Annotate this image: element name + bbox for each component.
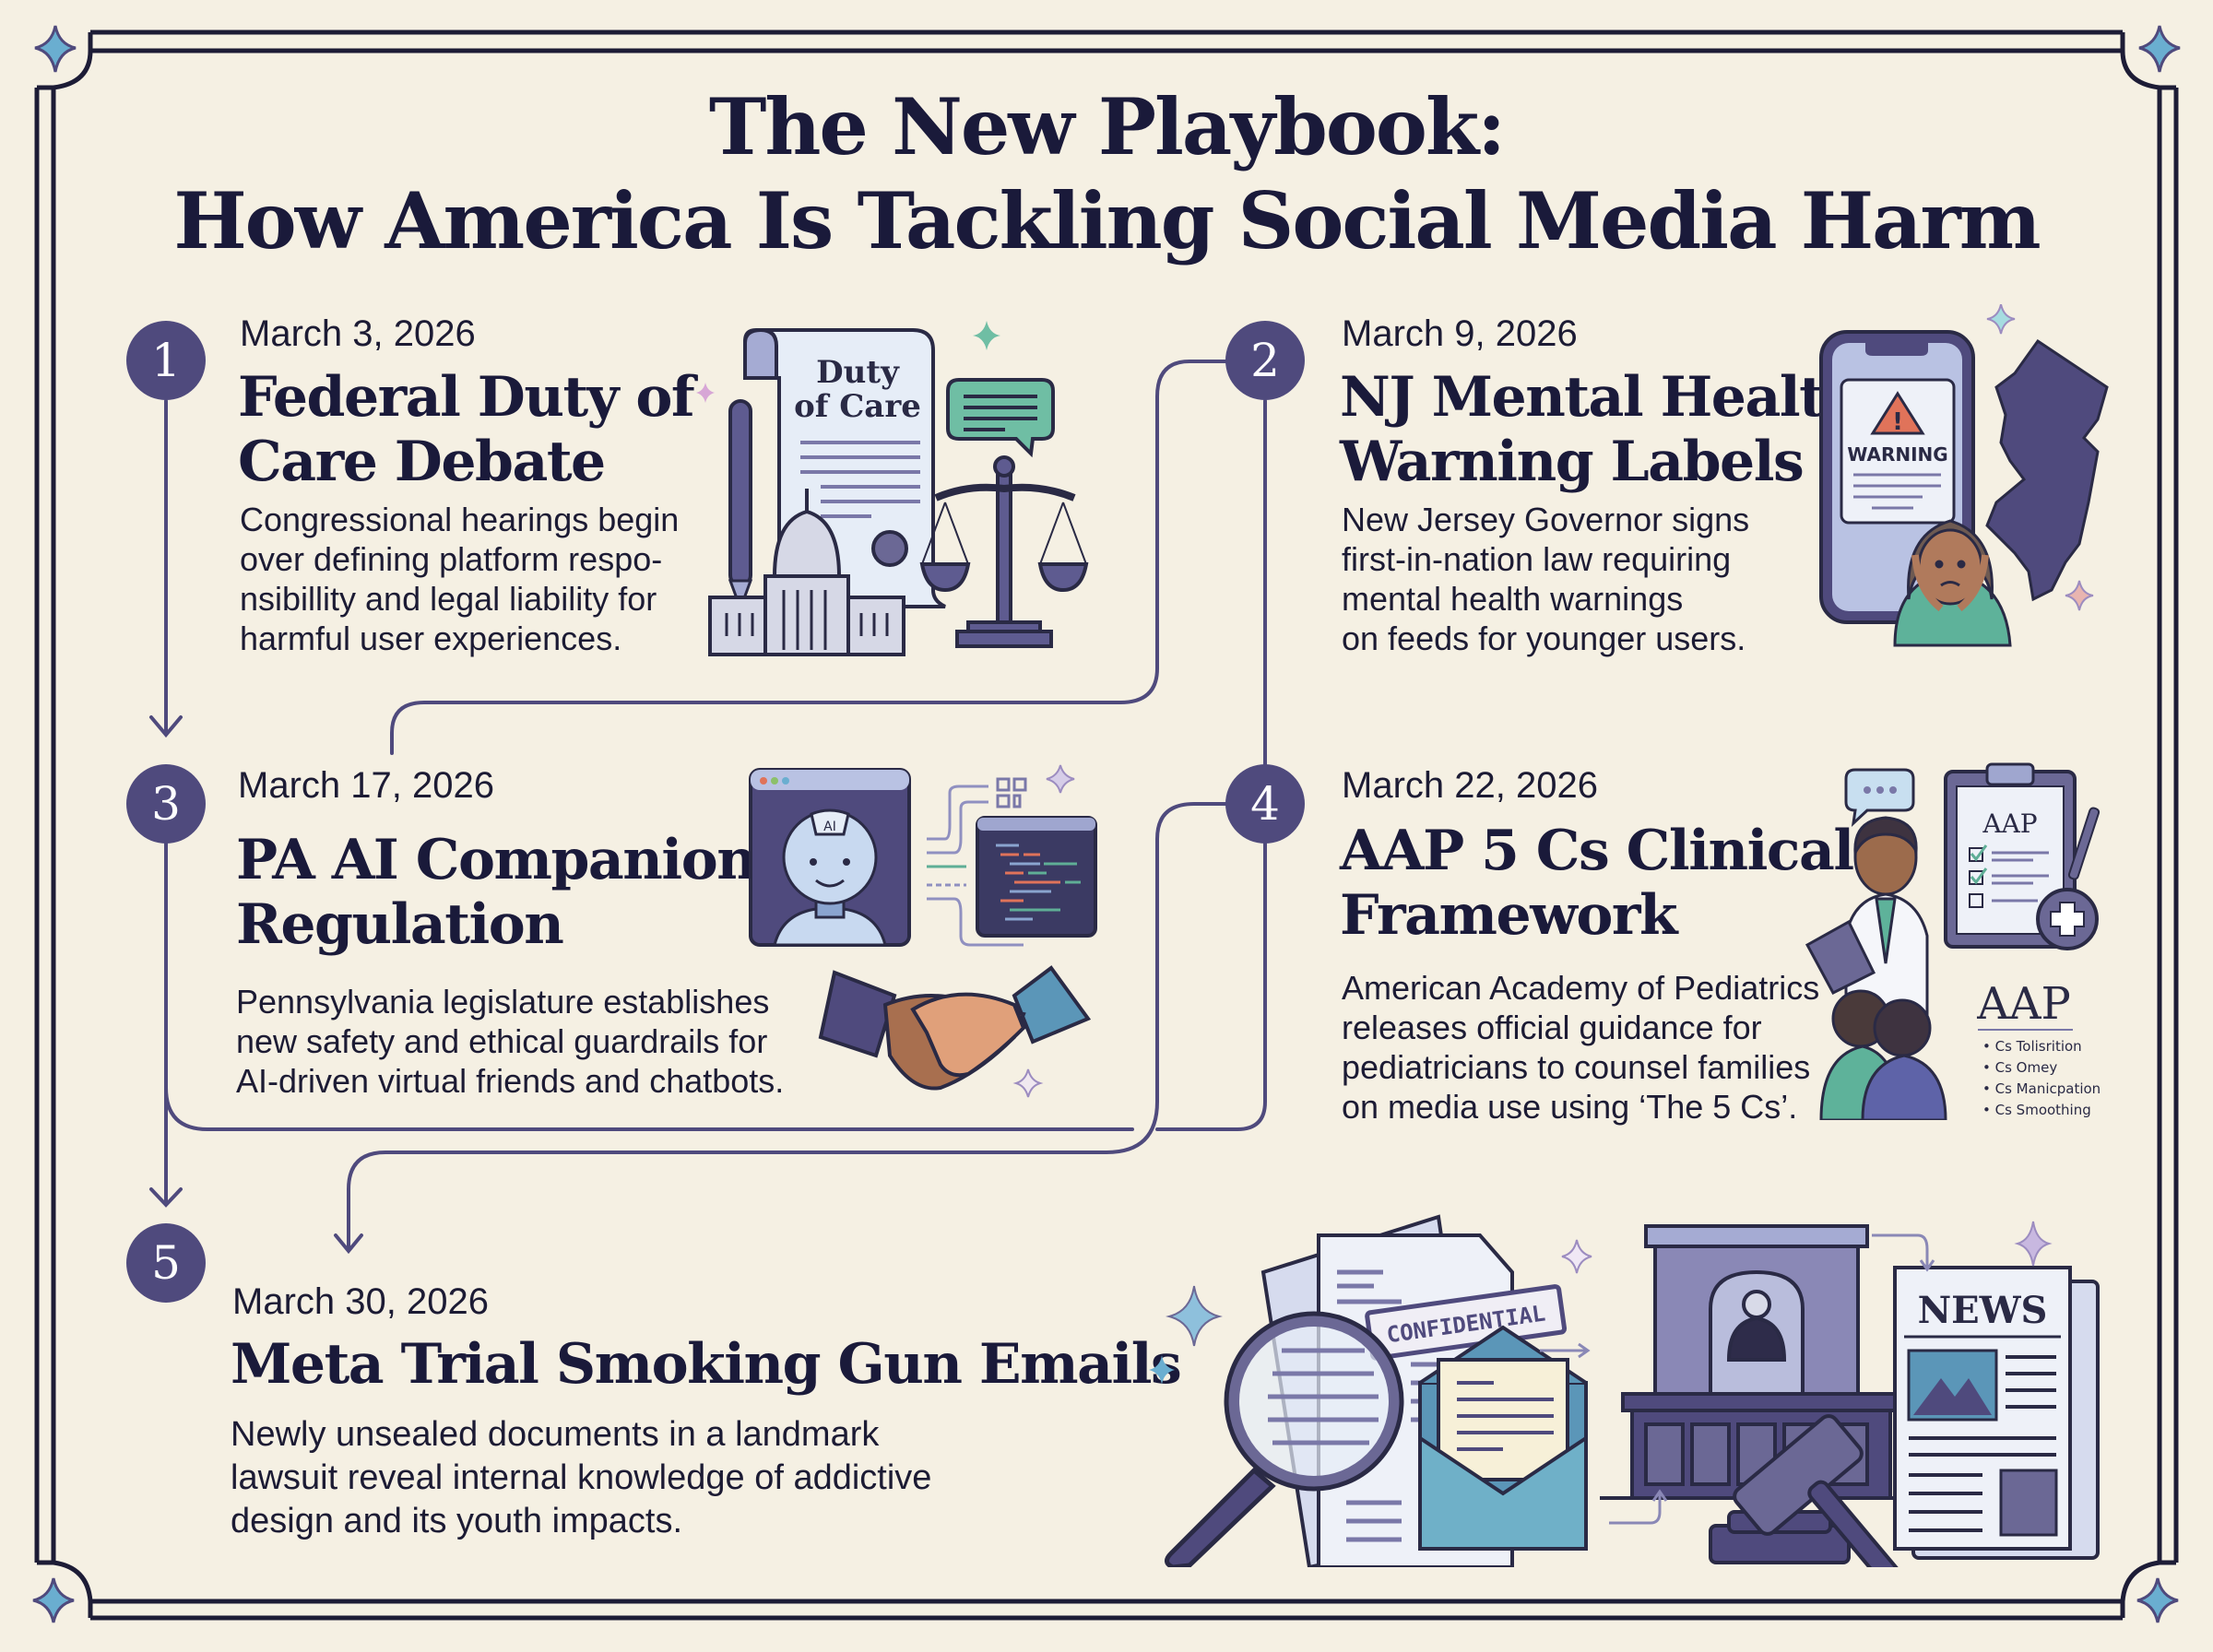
sparkle-icon <box>2014 1221 2053 1267</box>
flow-arrows <box>1540 1233 1935 1525</box>
distressed-teen-icon <box>1893 519 2012 647</box>
svg-text:NEWS: NEWS <box>1918 1289 2048 1332</box>
pen-icon <box>728 399 753 613</box>
code-window-icon <box>976 816 1097 938</box>
event-title: PA AI Companion Regulation <box>236 828 757 957</box>
sparkle-icon <box>1046 764 1075 794</box>
ai-robot-window-icon: AI <box>749 768 911 947</box>
sparkle-icon <box>696 383 715 403</box>
chat-bubble-icon <box>946 378 1055 458</box>
corner-star-icon <box>2138 25 2181 73</box>
svg-text:Duty: Duty <box>816 354 900 391</box>
sparkle-icon <box>1149 1355 1175 1385</box>
gavel-icon <box>1709 1414 1911 1567</box>
sparkle-icon <box>1166 1285 1223 1347</box>
event-date: March 22, 2026 <box>1342 765 1598 806</box>
pen-icon <box>2067 807 2101 880</box>
doctor-icon <box>1805 816 1929 1030</box>
event-description: New Jersey Governor signs first-in-natio… <box>1342 501 1750 657</box>
magnifying-glass-icon <box>1165 1311 1404 1567</box>
medical-plus-icon <box>2036 888 2099 950</box>
sparkle-icon <box>1986 304 2016 335</box>
event-date: March 17, 2026 <box>238 765 494 806</box>
step-number-badge: 3 <box>126 764 206 844</box>
envelope-icon <box>1418 1325 1588 1551</box>
duty-of-care-illustration: Duty of Care <box>696 321 1089 656</box>
event-description: American Academy of Pediatrics releases … <box>1342 969 1820 1126</box>
svg-text:AI: AI <box>823 820 836 834</box>
event-description: Congressional hearings begin over defini… <box>240 501 680 657</box>
event-title: NJ Mental Health Warning Labels <box>1340 365 1864 494</box>
step-number-badge: 5 <box>126 1223 206 1303</box>
svg-text:WARNING: WARNING <box>1847 443 1947 466</box>
sparkle-icon <box>2065 580 2094 611</box>
meta-trial-illustration: CONFIDENTIAL <box>1149 1214 2100 1567</box>
svg-text:• Cs Tolisrition: • Cs Tolisrition <box>1982 1038 2082 1055</box>
event-title: Federal Duty of Care Debate <box>238 365 695 494</box>
sparkle-icon <box>1012 1068 1044 1098</box>
svg-text:AAP: AAP <box>1982 808 2037 839</box>
event-title: Meta Trial Smoking Gun Emails <box>231 1332 1182 1397</box>
svg-text:of Care: of Care <box>794 388 921 425</box>
step-number-badge: 2 <box>1225 321 1305 400</box>
handshake-icon <box>818 965 1092 1091</box>
nj-warning-illustration: ! WARNING <box>1819 304 2109 647</box>
event-date: March 3, 2026 <box>240 313 476 354</box>
event-description: Pennsylvania legislature establishes new… <box>236 983 785 1100</box>
step-number-badge: 1 <box>126 321 206 400</box>
event-description: Newly unsealed documents in a landmark l… <box>231 1415 932 1540</box>
five-cs-list: • Cs Tolisrition • Cs Omey • Cs Manicpat… <box>1982 1038 2101 1118</box>
circuit-lines <box>927 785 1024 947</box>
aap-logo: AAP <box>1976 978 2071 1030</box>
svg-text:!: ! <box>1892 408 1903 436</box>
svg-text:• Cs Omey: • Cs Omey <box>1982 1059 2057 1076</box>
corner-star-icon <box>34 25 77 73</box>
qr-code-icon <box>996 777 1027 808</box>
event-title: AAP 5 Cs Clinical Framework <box>1340 819 1854 948</box>
seal-icon <box>871 530 908 567</box>
newspaper-icon: NEWS <box>1893 1266 2100 1560</box>
page-title-line1: The New Playbook: <box>708 81 1506 172</box>
speech-bubble-icon <box>1844 768 1915 827</box>
children-icon <box>1819 989 1947 1120</box>
corner-star-icon <box>2136 1577 2179 1623</box>
scales-of-justice-icon <box>919 455 1089 648</box>
courtroom-judge-icon <box>1600 1224 1918 1500</box>
capitol-building-icon <box>708 489 905 656</box>
ai-companion-illustration: AI <box>749 764 1097 1098</box>
aap-framework-illustration: AAP AAP • Cs Tolisrition • Cs Omey • Cs … <box>1805 762 2101 1120</box>
step-number-badge: 4 <box>1225 764 1305 844</box>
event-date: March 9, 2026 <box>1342 313 1578 354</box>
svg-text:• Cs Smoothing: • Cs Smoothing <box>1982 1102 2091 1118</box>
page-title-line2: How America Is Tackling Social Media Har… <box>173 175 2041 266</box>
svg-text:• Cs Manicpation: • Cs Manicpation <box>1982 1080 2101 1097</box>
sparkle-icon <box>973 321 1000 350</box>
new-jersey-map-icon <box>1985 338 2109 602</box>
sparkle-icon <box>1561 1239 1592 1274</box>
event-date: March 30, 2026 <box>232 1281 489 1322</box>
corner-star-icon <box>32 1577 75 1623</box>
warning-triangle-icon <box>1870 391 1925 435</box>
